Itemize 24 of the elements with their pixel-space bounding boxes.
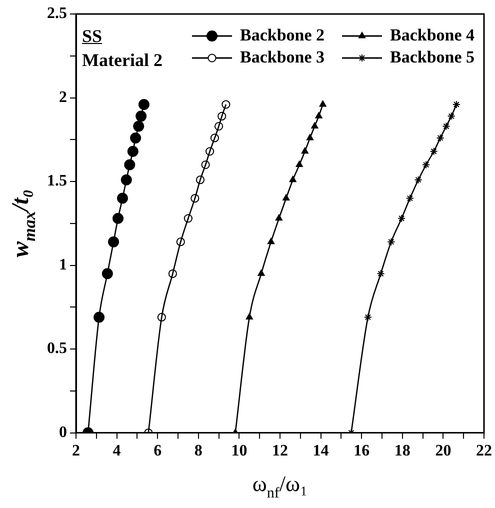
x-tick-label: 16 <box>354 442 370 460</box>
x-tick-label: 4 <box>112 442 121 460</box>
x-tick-label: 6 <box>154 442 162 460</box>
y-tick-label: 1.5 <box>47 172 67 190</box>
y-tick-label: 2.5 <box>47 5 67 22</box>
x-tick-label: 18 <box>394 442 410 460</box>
y-axis-title: wmax/t₀ <box>8 189 40 258</box>
x-tick-label: 14 <box>312 442 329 460</box>
y-tick-label: 2 <box>59 88 67 106</box>
x-tick-label: 8 <box>194 442 202 460</box>
x-tick-label: 10 <box>231 442 248 460</box>
annotation: SS <box>82 26 102 46</box>
annotation: Material 2 <box>82 50 162 70</box>
legend-label: Backbone 5 <box>390 47 475 66</box>
y-tick-label: 0.5 <box>47 340 67 358</box>
y-tick-label: 0 <box>59 424 67 441</box>
y-tick-label: 1 <box>59 256 67 274</box>
legend-label: Backbone 3 <box>240 47 325 66</box>
x-tick-label: 20 <box>435 442 452 460</box>
x-tick-label: 22 <box>476 442 492 460</box>
legend-label: Backbone 2 <box>240 25 325 44</box>
x-tick-label: 12 <box>272 442 288 460</box>
x-tick-label: 2 <box>72 442 80 460</box>
legend-label: Backbone 4 <box>390 25 476 44</box>
